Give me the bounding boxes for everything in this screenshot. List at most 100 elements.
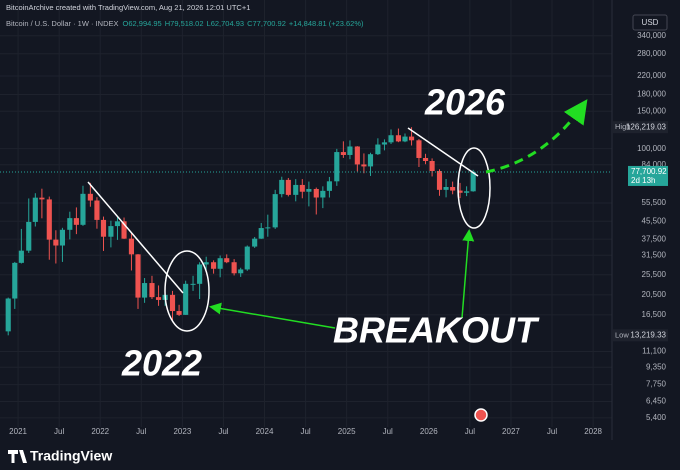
candle-body [429, 160, 435, 172]
y-tick-label: 20,500 [642, 290, 667, 299]
candle-body [121, 221, 127, 239]
trend-line [407, 127, 479, 177]
candle-body [299, 184, 305, 192]
candle-body [244, 246, 250, 270]
candle-body [340, 152, 346, 155]
candle-body [5, 298, 11, 332]
x-tick-label: Jul [547, 427, 557, 436]
candle-body [142, 283, 148, 298]
last-price: 77,700.92 [631, 167, 667, 176]
annotation: 2022 [121, 343, 202, 384]
candle-body [114, 221, 121, 227]
candle-body [217, 258, 223, 269]
candle-body [183, 283, 189, 315]
candle-body [334, 152, 340, 182]
annotations: 2026 2022 BREAKOUT [87, 82, 588, 422]
candle-body [87, 193, 93, 201]
candle-body [80, 193, 86, 225]
y-tick-label: 37,500 [642, 234, 667, 243]
candle-body [67, 218, 73, 230]
candle-body [395, 135, 401, 142]
candle-body [59, 229, 65, 246]
projection-arrow [485, 99, 588, 174]
x-tick-label: 2021 [9, 427, 27, 436]
x-tick-label: Jul [465, 427, 475, 436]
x-tick-label: 2026 [420, 427, 438, 436]
x-tick-label: Jul [300, 427, 310, 436]
candle-body [381, 142, 388, 145]
candle-body [39, 197, 45, 200]
candle-body [231, 262, 237, 274]
y-tick-label: 7,750 [646, 380, 667, 389]
x-tick-label: 2024 [256, 427, 274, 436]
x-tick-label: 2023 [173, 427, 191, 436]
y-tick-label: 220,000 [637, 71, 666, 80]
y-tick-label: 16,500 [642, 310, 667, 319]
price-label-value: 126,219.03 [626, 122, 667, 131]
candle-body [149, 283, 155, 298]
candle-body [265, 227, 271, 229]
candle-body [53, 239, 59, 246]
y-tick-label: 45,500 [642, 216, 667, 225]
candle-body [416, 140, 422, 158]
candle-body [211, 262, 217, 269]
candle-body [293, 184, 299, 195]
arrow [461, 229, 475, 319]
candle-body [375, 144, 381, 155]
countdown: 2d 13h [631, 176, 655, 185]
event-icon [474, 408, 488, 422]
highlight-ellipse [457, 147, 491, 229]
legend-open: O62,994.95 [123, 19, 162, 28]
candle-body [169, 294, 176, 312]
legend-change: +14,848.81 (+23.62%) [289, 19, 364, 28]
candle-body [224, 258, 230, 263]
y-tick-label: 340,000 [637, 31, 666, 40]
legend: Bitcoin / U.S. Dollar · 1W · INDEX O62,99… [6, 19, 364, 28]
x-tick-label: 2025 [338, 427, 356, 436]
candle-body [326, 181, 332, 191]
footer [0, 443, 680, 470]
candle-body [12, 262, 18, 299]
y-tick-label: 31,500 [642, 250, 667, 259]
candle-body [306, 188, 312, 192]
y-tick-label: 6,450 [646, 397, 667, 406]
x-tick-label: 2027 [502, 427, 520, 436]
currency[interactable]: USD [642, 18, 659, 27]
candle-body [470, 171, 476, 192]
y-tick-label: 84,000 [642, 160, 667, 169]
candle-body [464, 191, 470, 193]
candle-body [347, 146, 353, 155]
candle-body [46, 199, 52, 240]
candle-body [135, 254, 141, 298]
candle-body [155, 297, 162, 300]
candle-body [361, 164, 367, 167]
candle-body [26, 221, 32, 251]
candle-body [313, 188, 319, 198]
candle-body [128, 238, 135, 255]
brand: TradingView [30, 448, 112, 464]
y-tick-label: 5,400 [646, 413, 667, 422]
legend-high: H79,518.02 [165, 19, 204, 28]
candle-body [238, 269, 244, 274]
y-tick-label: 100,000 [637, 144, 666, 153]
x-tick-label: Jul [136, 427, 146, 436]
candle-body [320, 190, 326, 198]
candle-body [108, 226, 114, 237]
price-label-name: Low [615, 330, 629, 339]
candle-body [408, 136, 415, 141]
candle-body [197, 264, 203, 284]
y-tick-label: 180,000 [637, 90, 666, 99]
candle-body [272, 194, 278, 228]
candle-body [443, 187, 449, 190]
candle-body [354, 146, 360, 165]
candle-body [367, 154, 374, 167]
y-tick-label: 25,500 [642, 270, 667, 279]
candle-body [436, 171, 443, 190]
currency-box[interactable] [632, 14, 668, 31]
candle-body [176, 311, 182, 315]
candle-body [18, 250, 24, 263]
x-tick-label: 2022 [91, 427, 109, 436]
candle-body [402, 136, 408, 142]
candle-body [258, 228, 264, 239]
